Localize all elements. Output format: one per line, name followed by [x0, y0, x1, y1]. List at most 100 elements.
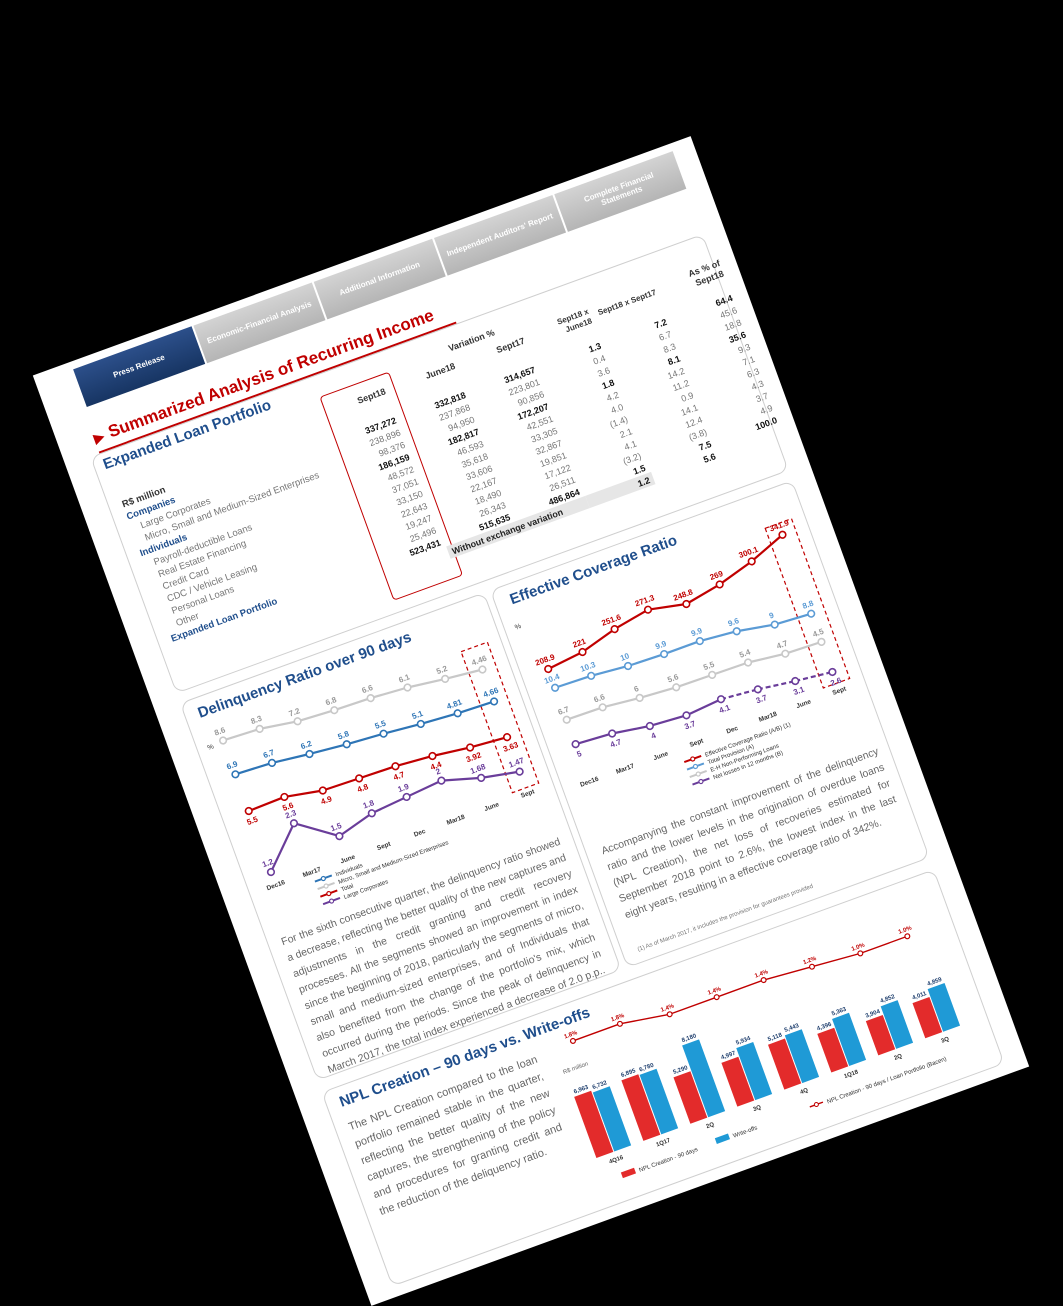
ratio-label: 1.4% — [707, 986, 723, 997]
bar-value-label: 6,895 — [620, 1068, 637, 1079]
series-line-segment — [395, 754, 433, 768]
bar — [832, 1012, 867, 1066]
x-tick-label: June — [795, 698, 812, 710]
ratio-label: 1.0% — [851, 942, 867, 953]
series-line-segment — [420, 712, 458, 726]
series-line-segment — [590, 664, 629, 677]
series-line-segment — [685, 583, 721, 605]
ratio-point — [569, 1037, 576, 1044]
data-point — [266, 867, 276, 877]
data-label: 4.7 — [609, 737, 623, 749]
data-label: 269 — [709, 569, 725, 582]
data-point — [817, 637, 826, 646]
bar — [927, 983, 961, 1032]
data-point — [715, 580, 724, 589]
data-point — [379, 729, 388, 738]
bar — [880, 1000, 914, 1049]
series-line-segment — [358, 765, 396, 780]
data-point — [403, 683, 412, 692]
ratio-line-segment — [716, 979, 764, 998]
data-point — [587, 671, 596, 680]
data-label: 1.9 — [397, 782, 411, 794]
tab-complete-financial-statements[interactable]: Complete Financial Statements — [554, 151, 687, 232]
bar-value-label: 4,859 — [927, 977, 944, 988]
data-point — [366, 693, 375, 703]
x-tick-label: Mar17 — [302, 866, 322, 879]
bar — [865, 1014, 896, 1056]
data-label: 5.6 — [666, 672, 680, 684]
data-point — [708, 670, 717, 679]
bar — [621, 1074, 661, 1141]
data-point — [218, 736, 228, 745]
ratio-label: 1.8% — [563, 1030, 579, 1041]
x-tick-label: 1Q18 — [843, 1069, 859, 1080]
series-line-segment — [322, 777, 360, 792]
ratio-line-segment — [763, 966, 813, 981]
series-line-segment — [309, 743, 347, 756]
data-label: 9 — [768, 610, 776, 620]
series-line-segment — [647, 602, 687, 611]
series-line-segment — [297, 709, 335, 723]
legend-swatch — [714, 1133, 731, 1144]
data-label: 1.8 — [362, 798, 376, 810]
x-tick-label: Sept — [376, 840, 392, 852]
data-label: 6.1 — [398, 672, 412, 684]
series-line-segment — [685, 698, 722, 717]
data-point — [610, 624, 619, 634]
series-line-segment — [699, 630, 737, 643]
data-label: 6.2 — [299, 739, 313, 751]
data-label: 5.4 — [738, 647, 752, 659]
data-label: 6 — [633, 684, 641, 694]
legend-marker — [698, 778, 704, 785]
x-tick-label: June — [483, 801, 500, 813]
bar — [768, 1038, 802, 1090]
data-label: 3.7 — [683, 719, 697, 731]
data-point — [781, 649, 790, 658]
data-label: 8.3 — [250, 714, 264, 726]
series-line-segment — [383, 722, 422, 735]
data-point — [402, 792, 411, 802]
data-label: 2.6 — [829, 676, 843, 688]
data-label: 6.7 — [557, 704, 571, 716]
ratio-label: 1.2% — [802, 956, 818, 967]
data-point — [267, 758, 277, 767]
data-point — [828, 667, 837, 677]
x-tick-label: Mar17 — [615, 763, 635, 776]
data-label: 10 — [619, 651, 631, 663]
series-line-segment — [269, 822, 295, 873]
ratio-line-segment — [860, 935, 908, 955]
data-label: 1.5 — [329, 821, 343, 833]
data-point — [562, 715, 571, 724]
bar-value-label: 6,732 — [592, 1080, 609, 1091]
series-line-segment — [611, 724, 651, 735]
series-line-segment — [774, 612, 812, 626]
y-unit-label: R$ million — [562, 1061, 589, 1076]
data-point — [732, 627, 741, 636]
data-point — [747, 557, 756, 566]
series-line-segment — [719, 560, 753, 586]
data-label: 8.6 — [213, 725, 227, 737]
series-line-segment — [663, 640, 701, 656]
legend-swatch — [620, 1167, 637, 1179]
x-tick-label: Dec16 — [579, 776, 600, 789]
series-line-segment — [235, 761, 273, 776]
data-label: 8.8 — [801, 598, 815, 610]
data-label: 6.8 — [324, 695, 338, 707]
legend-label: Write-offs — [732, 1125, 758, 1139]
last-period-highlight — [764, 517, 851, 689]
bar — [912, 996, 943, 1039]
bar — [682, 1039, 726, 1118]
x-tick-label: June — [340, 853, 357, 865]
bar — [592, 1086, 632, 1152]
data-label: 3.63 — [502, 740, 520, 754]
data-label: 4.46 — [470, 653, 488, 667]
data-point — [645, 721, 654, 731]
bar — [721, 1056, 755, 1107]
y-unit-label: % — [207, 743, 215, 752]
data-point — [280, 792, 289, 802]
data-label: 4.8 — [356, 782, 370, 794]
series-line-segment — [346, 732, 384, 746]
tab-independent-auditors-report[interactable]: Independent Auditors' Report — [433, 194, 567, 276]
ratio-label: 1.4% — [660, 1003, 676, 1014]
